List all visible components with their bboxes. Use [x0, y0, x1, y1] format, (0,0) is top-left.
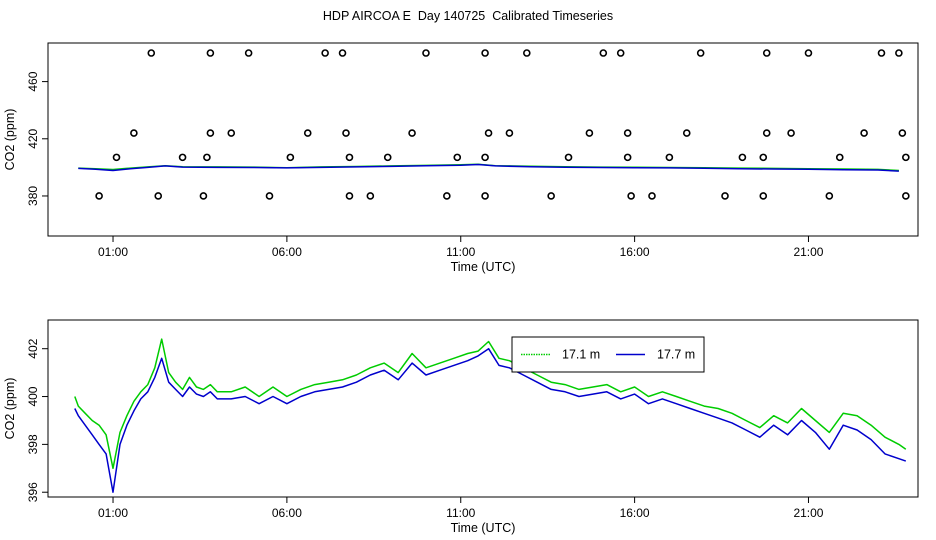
- reference-point-marker: [762, 49, 771, 57]
- reference-point-marker: [199, 192, 208, 200]
- lower-y-tick-label: 396: [26, 482, 40, 502]
- lower-x-tick-label: 21:00: [793, 506, 823, 520]
- reference-point-marker: [648, 192, 656, 200]
- reference-point-marker: [895, 49, 903, 57]
- reference-point-marker: [759, 153, 768, 162]
- reference-point-marker: [505, 129, 514, 137]
- reference-point-marker: [665, 153, 674, 162]
- reference-point-marker: [825, 192, 834, 200]
- upper-y-axis-label: CO2 (ppm): [3, 109, 17, 171]
- reference-point-marker: [443, 192, 451, 200]
- lower-x-tick-label: 11:00: [446, 506, 475, 520]
- reference-point-marker: [902, 192, 910, 200]
- upper-y-tick-label: 420: [26, 128, 40, 148]
- lower-panel: 01:00 06:00 11:00 16:00 21:00 396 398 400 402 Tim…: [3, 319, 919, 535]
- lower-x-axis-label: Time (UTC): [451, 521, 516, 535]
- reference-point-marker: [345, 153, 354, 162]
- lower-y-tick-label: 402: [26, 338, 40, 358]
- reference-point-marker: [342, 129, 350, 137]
- lower-x-tick-label: 16:00: [620, 506, 650, 520]
- lower-plot-frame: [47, 319, 919, 498]
- reference-point-marker: [484, 129, 493, 137]
- lower-y-tick-label: 400: [26, 386, 40, 406]
- upper-series-line-blue: [78, 163, 899, 172]
- reference-point-marker: [902, 153, 910, 162]
- legend-label-17-7: 17.7 m: [657, 348, 695, 362]
- upper-x-axis-label: Time (UTC): [451, 260, 516, 274]
- reference-point-marker: [759, 192, 768, 200]
- reference-point-marker: [898, 129, 907, 137]
- reference-point-marker: [599, 49, 608, 57]
- lower-series-line-green: [74, 338, 907, 470]
- upper-x-tick-label: 06:00: [272, 245, 302, 259]
- upper-x-tick-label: 16:00: [620, 245, 650, 259]
- reference-point-marker: [408, 129, 416, 137]
- lower-series-line-blue: [74, 347, 907, 493]
- reference-point-marker: [682, 129, 691, 137]
- reference-point-marker: [95, 192, 103, 200]
- reference-point-marker: [345, 192, 354, 200]
- reference-point-marker: [860, 129, 868, 137]
- reference-point-marker: [422, 49, 430, 57]
- upper-x-tick-label: 21:00: [793, 245, 823, 259]
- reference-point-marker: [321, 49, 329, 57]
- reference-point-marker: [366, 192, 375, 200]
- reference-point-marker: [738, 153, 747, 162]
- chart-title: HDP AIRCOA E Day 140725 Calibrated Times…: [322, 9, 614, 23]
- upper-plot-frame: [47, 42, 919, 237]
- reference-point-marker: [265, 192, 274, 200]
- reference-point-marker: [804, 49, 813, 57]
- upper-y-tick-label: 380: [26, 186, 40, 206]
- lower-x-tick-label: 06:00: [272, 506, 302, 520]
- reference-point-marker: [154, 192, 163, 200]
- reference-point-marker: [481, 192, 489, 200]
- reference-point-marker: [147, 49, 156, 57]
- reference-point-marker: [481, 153, 489, 162]
- reference-point-marker: [227, 129, 236, 137]
- reference-point-marker: [383, 153, 392, 162]
- legend-label-17-1: 17.1 m: [562, 348, 600, 362]
- reference-point-marker: [696, 49, 705, 57]
- reference-point-marker: [481, 49, 489, 57]
- reference-point-marker: [623, 153, 632, 162]
- reference-point-marker: [338, 49, 347, 57]
- reference-point-marker: [206, 49, 215, 57]
- reference-point-marker: [623, 129, 632, 137]
- reference-point-marker: [721, 192, 729, 200]
- reference-point-marker: [206, 129, 215, 137]
- upper-x-tick-label: 01:00: [98, 245, 128, 259]
- reference-point-marker: [178, 153, 187, 162]
- reference-point-marker: [112, 153, 121, 162]
- upper-panel: 01:00 06:00 11:00 16:00 21:00 380 420 460 Time (…: [3, 42, 919, 274]
- reference-point-marker: [877, 49, 886, 57]
- reference-point-marker: [523, 49, 531, 57]
- reference-point-marker: [453, 153, 462, 162]
- reference-point-marker: [616, 49, 625, 57]
- reference-point-marker: [244, 49, 253, 57]
- reference-point-marker: [303, 129, 312, 137]
- upper-y-tick-label: 460: [26, 71, 40, 91]
- reference-point-marker: [286, 153, 295, 162]
- reference-point-marker: [835, 153, 844, 162]
- reference-point-marker: [564, 153, 573, 162]
- lower-x-tick-label: 01:00: [98, 506, 128, 520]
- reference-point-marker: [627, 192, 635, 200]
- reference-point-marker: [547, 192, 555, 200]
- lower-y-axis-label: CO2 (ppm): [3, 378, 17, 440]
- reference-point-marker: [203, 153, 211, 162]
- reference-point-marker: [787, 129, 795, 137]
- upper-x-tick-label: 11:00: [446, 245, 475, 259]
- reference-point-marker: [130, 129, 138, 137]
- reference-point-marker: [585, 129, 594, 137]
- lower-y-tick-label: 398: [26, 434, 40, 454]
- reference-point-marker: [762, 129, 771, 137]
